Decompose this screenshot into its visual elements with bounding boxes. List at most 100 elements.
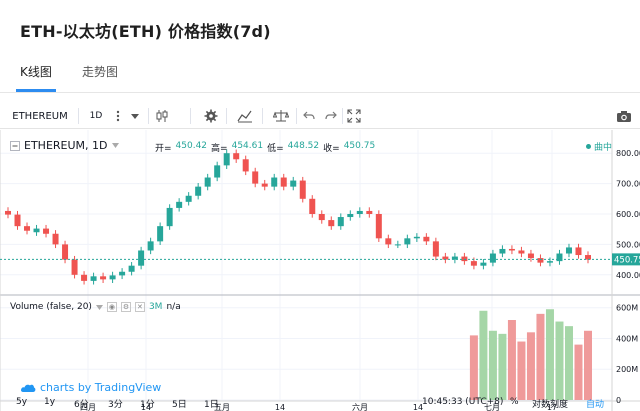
price-tick-label: 400.00 — [616, 271, 640, 280]
last-price-badge — [612, 253, 640, 266]
tab-trend[interactable]: 走势图 — [82, 65, 119, 79]
candle-body — [546, 261, 553, 263]
candle-body — [366, 210, 373, 214]
volume-bar — [507, 320, 516, 400]
candle-body — [128, 265, 135, 272]
price-tick-label: 500.00 — [616, 240, 640, 249]
candle-body — [33, 228, 40, 233]
more-icon[interactable] — [110, 103, 126, 129]
volume-tick-label: 200M — [616, 365, 638, 374]
percent-toggle[interactable]: % — [510, 397, 519, 407]
indicators-icon[interactable] — [234, 103, 256, 129]
price-tick-label: 800.00 — [616, 149, 640, 158]
candle-body — [280, 177, 287, 187]
candle-body — [442, 256, 449, 260]
volume-legend-label: Volume (false, 20) — [10, 302, 92, 312]
legend-dropdown-icon[interactable] — [111, 143, 119, 148]
candle-body — [385, 238, 392, 245]
candle-body — [166, 207, 173, 227]
time-tick-label: 14 — [413, 403, 423, 411]
time-tick-label: 14 — [275, 403, 285, 411]
range-6m-button[interactable]: 6分 — [74, 400, 89, 410]
series-legend[interactable]: ETHEREUM, 1D — [10, 139, 119, 152]
candles-icon[interactable] — [152, 103, 172, 129]
chart-area[interactable]: 800.00 700.00 600.00 500.00 400.00 600M 400M 2… — [0, 130, 640, 411]
eye-icon[interactable]: ◉ — [106, 302, 117, 312]
candle-body — [451, 256, 458, 260]
fullscreen-icon[interactable] — [344, 103, 364, 129]
candle-body — [356, 210, 363, 214]
tab-kline[interactable]: K线图 — [20, 65, 52, 79]
volume-value: 3M — [148, 302, 163, 312]
volume-bar — [536, 313, 545, 400]
price-tick-label: 700.00 — [616, 180, 640, 189]
watermark-text: charts by TradingView — [40, 381, 162, 394]
close-label: 收= — [323, 144, 340, 154]
series-status-label: 曲中 — [594, 143, 613, 153]
volume-bar — [498, 333, 507, 400]
gear-icon[interactable] — [200, 103, 222, 129]
price-axis: 800.00 700.00 600.00 500.00 400.00 — [616, 149, 640, 280]
candle-body — [119, 271, 126, 276]
close-icon[interactable]: ✕ — [134, 302, 145, 312]
candle-body — [290, 180, 297, 187]
tradingview-watermark[interactable]: charts by TradingView — [20, 381, 161, 394]
open-value: 450.42 — [175, 141, 208, 151]
clock-display[interactable]: 10:45:33 (UTC+8) — [422, 397, 504, 407]
volume-bar — [526, 332, 535, 400]
candle-body — [404, 238, 411, 245]
price-chart[interactable]: 800.00 700.00 600.00 500.00 400.00 600M 400M 2… — [0, 130, 640, 411]
candle-body — [71, 259, 78, 275]
range-5y-button[interactable]: 5y — [16, 397, 28, 407]
chart-toolbar: ETHEREUM 1D — [0, 103, 640, 129]
volume-legend[interactable]: Volume (false, 20) ◉ ⚙ ✕ 3M n/a — [10, 302, 181, 312]
log-scale-toggle[interactable]: 对数刻度 — [532, 400, 569, 410]
range-1y-button[interactable]: 1y — [44, 397, 56, 407]
range-3m-button[interactable]: 3分 — [108, 400, 123, 410]
toolbar-divider — [226, 108, 227, 124]
volume-bar — [469, 335, 478, 400]
range-1m-button[interactable]: 1分 — [140, 400, 155, 410]
settings-icon[interactable]: ⚙ — [120, 302, 131, 312]
range-1d-button[interactable]: 1日 — [204, 400, 219, 410]
footer-toolbar: 5y 1y 6分 3分 1分 5日 1日 10:45:33 (UTC+8) % … — [0, 397, 640, 411]
candle-body — [394, 244, 401, 246]
candle-body — [328, 220, 335, 227]
high-label: 高= — [211, 144, 228, 154]
interval-button[interactable]: 1D — [89, 111, 103, 121]
last-price-label: 450.75 — [614, 255, 640, 265]
symbol-search-button[interactable]: ETHEREUM — [12, 110, 68, 122]
redo-icon[interactable] — [322, 103, 340, 129]
candle-body — [575, 247, 582, 256]
volume-bar — [574, 344, 583, 400]
candle-body — [271, 177, 278, 187]
undo-icon[interactable] — [300, 103, 318, 129]
dropdown-icon[interactable] — [128, 103, 142, 129]
candle-body — [214, 165, 221, 178]
auto-scale-toggle[interactable]: 自动 — [586, 400, 605, 410]
candle-body — [413, 236, 420, 239]
series-status: 曲中 — [586, 140, 612, 153]
candle-body — [518, 250, 525, 254]
toolbar-divider — [262, 108, 263, 124]
collapse-icon[interactable] — [10, 140, 20, 151]
range-5d-button[interactable]: 5日 — [172, 400, 187, 410]
toolbar-divider — [296, 108, 297, 124]
candle-body — [318, 214, 325, 221]
cloud-icon — [21, 384, 36, 392]
volume-series — [469, 309, 592, 400]
volume-dropdown-icon[interactable] — [95, 304, 103, 310]
time-tick-label: 四月 — [80, 403, 96, 411]
toolbar-divider — [148, 108, 149, 124]
candle-body — [565, 247, 572, 254]
status-dot — [586, 144, 591, 149]
high-value: 454.61 — [231, 141, 264, 151]
camera-icon[interactable] — [614, 103, 634, 129]
time-tick-label: 七月 — [484, 403, 500, 411]
candle-body — [52, 233, 59, 245]
volume-bar — [517, 341, 526, 400]
volume-tick-label: 0 — [616, 396, 621, 405]
candle-body — [90, 276, 97, 281]
compare-icon[interactable] — [270, 103, 292, 129]
toolbar-divider — [342, 108, 343, 124]
